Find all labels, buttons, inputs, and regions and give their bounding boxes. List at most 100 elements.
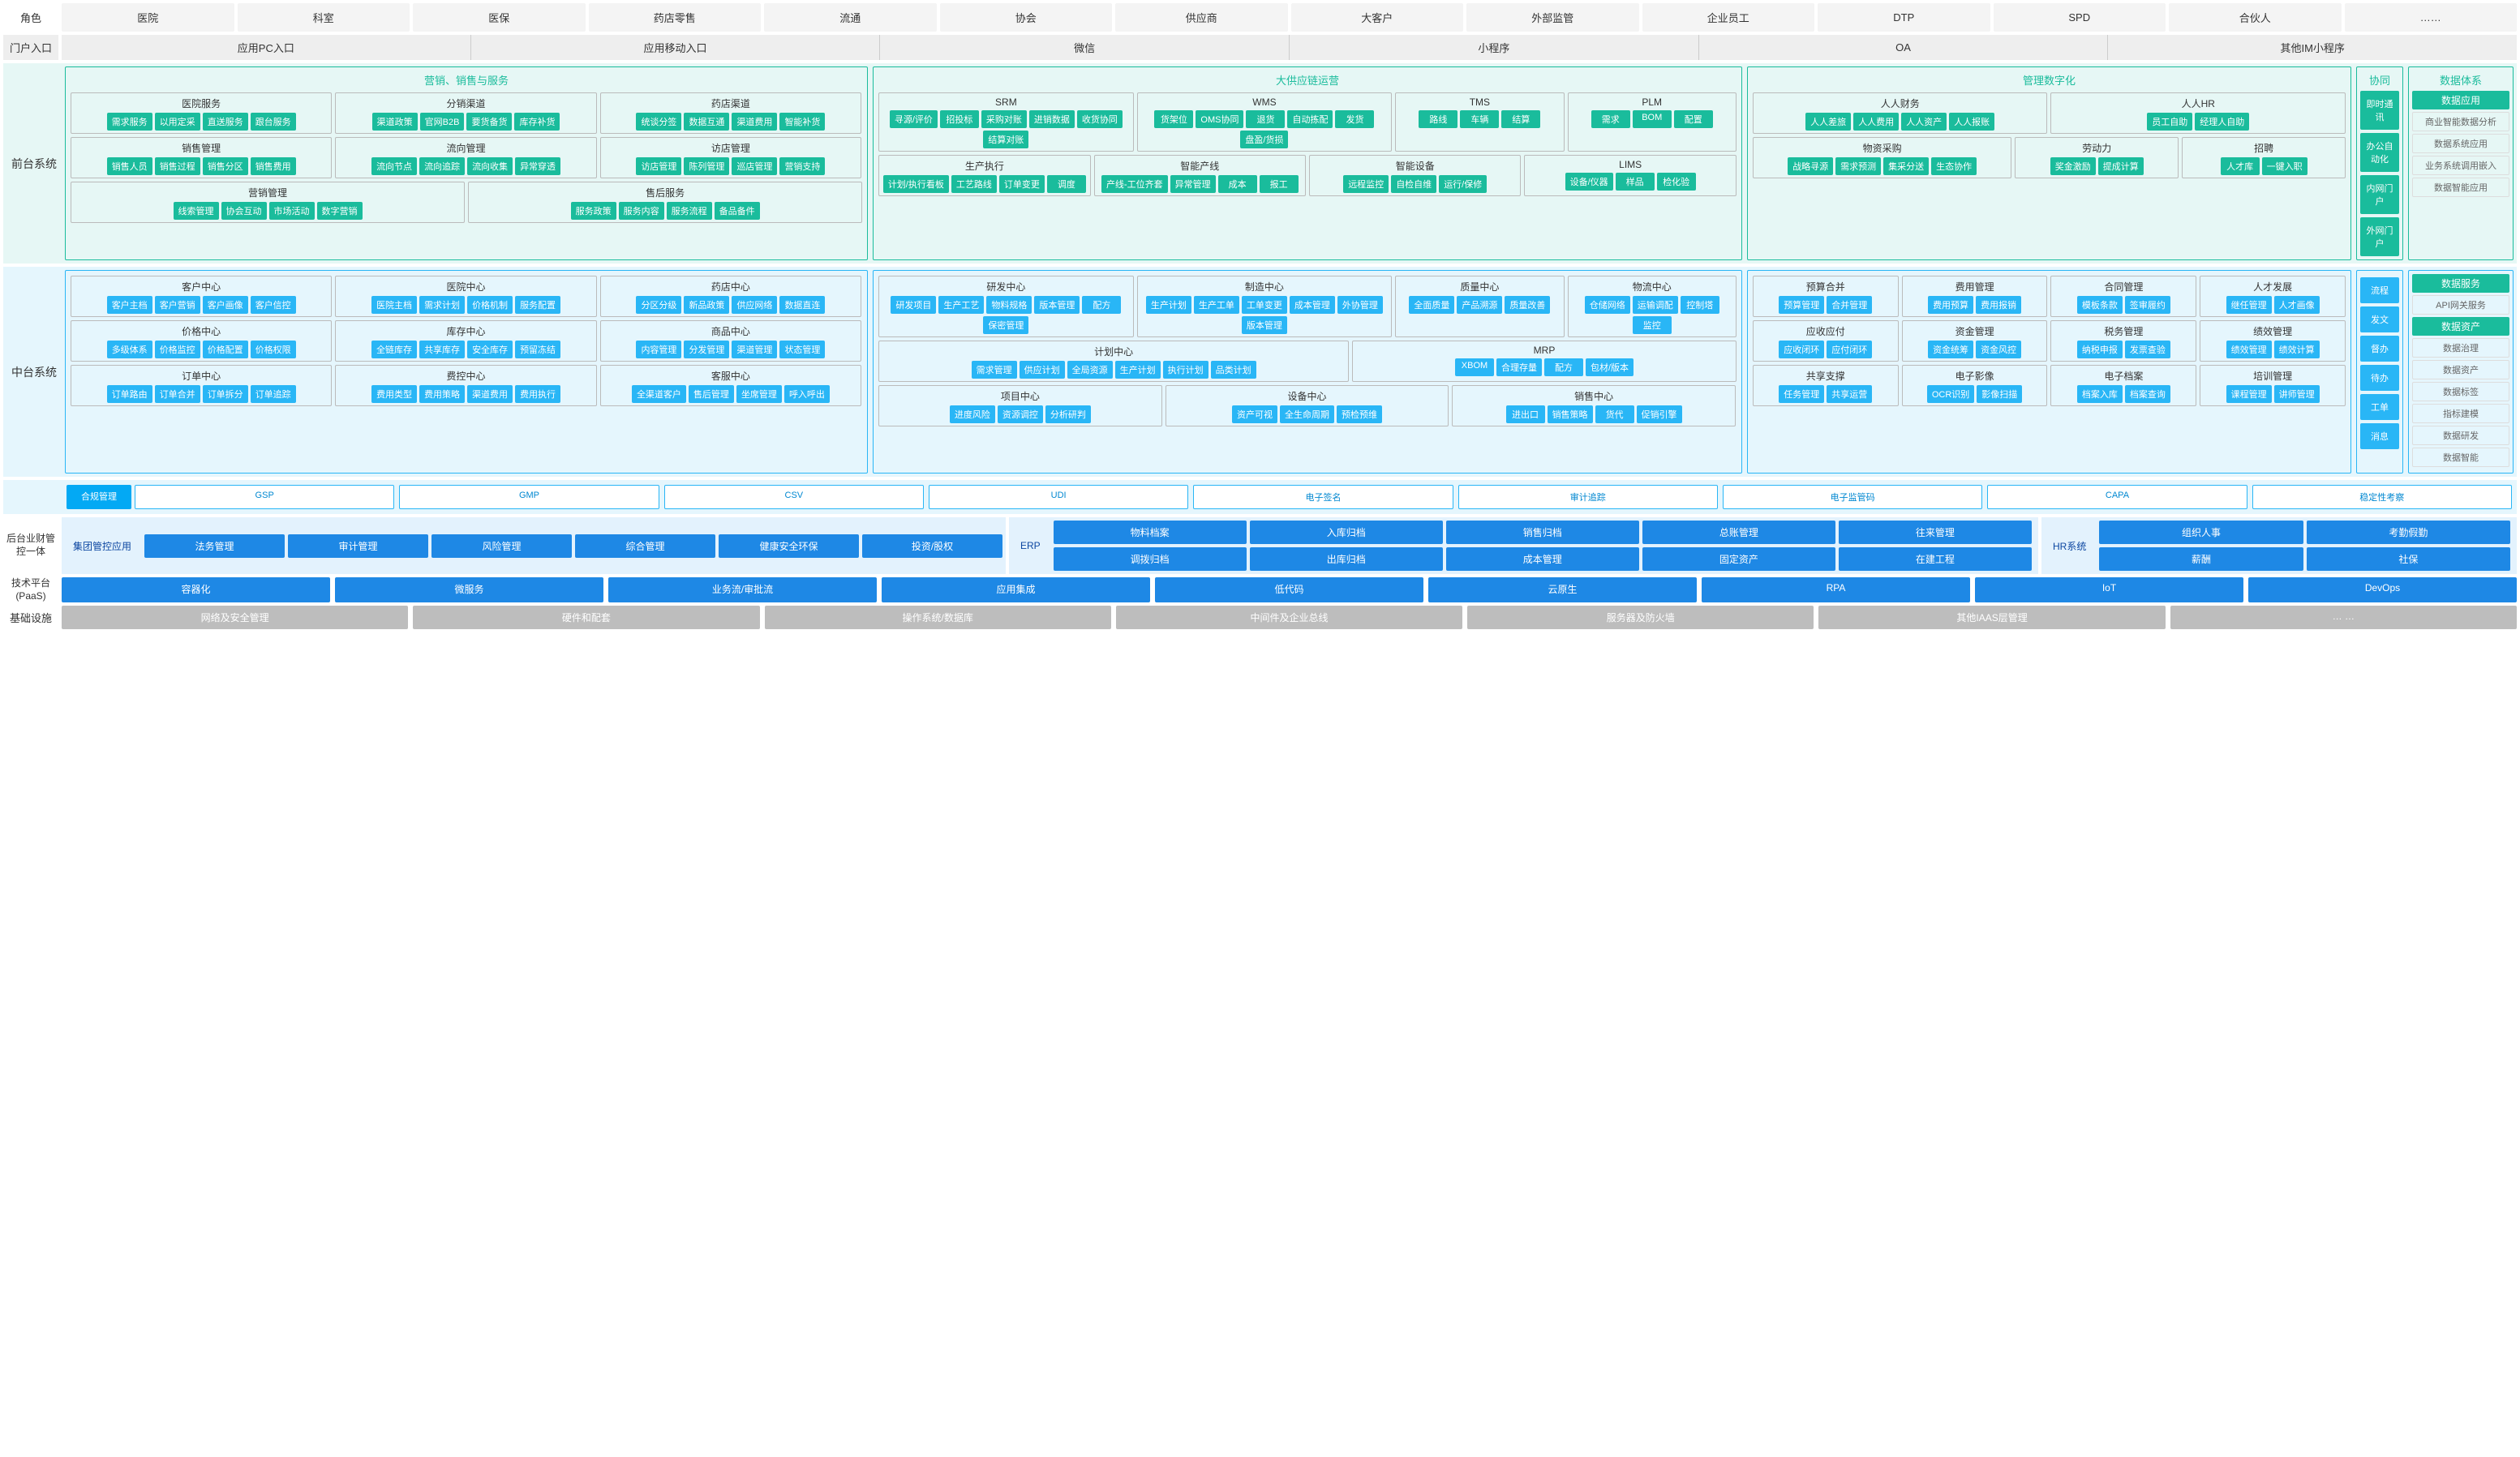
paas-tag[interactable]: RPA bbox=[1702, 577, 1970, 602]
module-tag[interactable]: 巡店管理 bbox=[732, 157, 777, 175]
compliance-item[interactable]: 审计追踪 bbox=[1458, 485, 1718, 509]
side-tag[interactable]: 督办 bbox=[2360, 336, 2399, 362]
module-tag[interactable]: 配置 bbox=[1674, 110, 1713, 128]
module-tag[interactable]: 费用执行 bbox=[515, 385, 560, 403]
module-tag[interactable]: 生产工单 bbox=[1194, 296, 1239, 314]
module-tag[interactable]: 异常管理 bbox=[1170, 175, 1216, 193]
back-tag[interactable]: 薪酬 bbox=[2099, 547, 2303, 571]
module-tag[interactable]: 产线-工位齐套 bbox=[1101, 175, 1168, 193]
module-tag[interactable]: 流向收集 bbox=[467, 157, 513, 175]
side-tag[interactable]: 消息 bbox=[2360, 423, 2399, 449]
module-tag[interactable]: 经理人自助 bbox=[2195, 113, 2249, 131]
module-tag[interactable]: 结算对账 bbox=[983, 131, 1028, 148]
module-tag[interactable]: 统谈分签 bbox=[636, 113, 681, 131]
module-tag[interactable]: 价格权限 bbox=[251, 341, 296, 358]
module-tag[interactable]: 路线 bbox=[1419, 110, 1457, 128]
module-tag[interactable]: 资源调控 bbox=[998, 405, 1043, 423]
compliance-item[interactable]: GMP bbox=[399, 485, 659, 509]
module-tag[interactable]: 促销引擎 bbox=[1637, 405, 1682, 423]
module-tag[interactable]: 结算 bbox=[1501, 110, 1540, 128]
module-tag[interactable]: 全渠道客户 bbox=[632, 385, 686, 403]
side-tag[interactable]: 即时通讯 bbox=[2360, 91, 2399, 130]
compliance-item[interactable]: CSV bbox=[664, 485, 924, 509]
back-tag[interactable]: 物料档案 bbox=[1054, 521, 1247, 544]
module-tag[interactable]: 人才画像 bbox=[2274, 296, 2320, 314]
module-tag[interactable]: 货架位 bbox=[1154, 110, 1193, 128]
module-tag[interactable]: 销售策略 bbox=[1548, 405, 1593, 423]
module-tag[interactable]: 预留冻结 bbox=[515, 341, 560, 358]
module-tag[interactable]: 以用定采 bbox=[155, 113, 200, 131]
module-tag[interactable]: 成本 bbox=[1218, 175, 1257, 193]
module-tag[interactable]: 绩效管理 bbox=[2226, 341, 2272, 358]
module-tag[interactable]: 销售分区 bbox=[203, 157, 248, 175]
side-tag[interactable]: 工单 bbox=[2360, 394, 2399, 420]
module-tag[interactable]: 配方 bbox=[1082, 296, 1121, 314]
module-tag[interactable]: 版本管理 bbox=[1242, 316, 1287, 334]
paas-tag[interactable]: 云原生 bbox=[1428, 577, 1697, 602]
module-tag[interactable]: 数据互通 bbox=[684, 113, 729, 131]
module-tag[interactable]: 调度 bbox=[1047, 175, 1086, 193]
module-tag[interactable]: 备品备件 bbox=[715, 202, 760, 220]
paas-tag[interactable]: 应用集成 bbox=[882, 577, 1150, 602]
module-tag[interactable]: 资金风控 bbox=[1976, 341, 2021, 358]
module-tag[interactable]: 质量改善 bbox=[1505, 296, 1550, 314]
module-tag[interactable]: 研发项目 bbox=[891, 296, 936, 314]
module-tag[interactable]: 共享库存 bbox=[419, 341, 465, 358]
module-tag[interactable]: 医院主档 bbox=[371, 296, 417, 314]
module-tag[interactable]: 安全库存 bbox=[467, 341, 513, 358]
back-tag[interactable]: 组织人事 bbox=[2099, 521, 2303, 544]
module-tag[interactable]: 流向追踪 bbox=[419, 157, 465, 175]
module-tag[interactable]: 需求服务 bbox=[107, 113, 152, 131]
module-tag[interactable]: 运输调配 bbox=[1633, 296, 1678, 314]
module-tag[interactable]: 共享运营 bbox=[1827, 385, 1872, 403]
module-tag[interactable]: 需求 bbox=[1591, 110, 1630, 128]
module-tag[interactable]: OCR识别 bbox=[1927, 385, 1974, 403]
module-tag[interactable]: 生产计划 bbox=[1146, 296, 1191, 314]
paas-tag[interactable]: 低代码 bbox=[1155, 577, 1423, 602]
module-tag[interactable]: 多级体系 bbox=[107, 341, 152, 358]
module-tag[interactable]: 外协管理 bbox=[1337, 296, 1383, 314]
paas-tag[interactable]: IoT bbox=[1975, 577, 2243, 602]
module-tag[interactable]: 全局资源 bbox=[1067, 361, 1113, 379]
module-tag[interactable]: 直送服务 bbox=[203, 113, 248, 131]
back-tag[interactable]: 投资/股权 bbox=[862, 534, 1002, 558]
module-tag[interactable]: 工单变更 bbox=[1242, 296, 1287, 314]
module-tag[interactable]: 价格机制 bbox=[467, 296, 513, 314]
module-tag[interactable]: 战略寻源 bbox=[1788, 157, 1833, 175]
module-tag[interactable]: 线索管理 bbox=[174, 202, 219, 220]
back-tag[interactable]: 总账管理 bbox=[1642, 521, 1835, 544]
module-tag[interactable]: 价格配置 bbox=[203, 341, 248, 358]
module-tag[interactable]: 销售过程 bbox=[155, 157, 200, 175]
module-tag[interactable]: 模板条款 bbox=[2077, 296, 2123, 314]
module-tag[interactable]: 合理存量 bbox=[1496, 358, 1542, 376]
module-tag[interactable]: 远程监控 bbox=[1343, 175, 1389, 193]
module-tag[interactable]: 流向节点 bbox=[371, 157, 417, 175]
side-tag[interactable]: 流程 bbox=[2360, 277, 2399, 303]
module-tag[interactable]: 人人费用 bbox=[1853, 113, 1899, 131]
back-tag[interactable]: 入库归档 bbox=[1250, 521, 1443, 544]
module-tag[interactable]: OMS协同 bbox=[1196, 110, 1243, 128]
module-tag[interactable]: 服务政策 bbox=[571, 202, 616, 220]
module-tag[interactable]: 签审履约 bbox=[2125, 296, 2170, 314]
module-tag[interactable]: 官网B2B bbox=[420, 113, 465, 131]
module-tag[interactable]: 渠道管理 bbox=[732, 341, 777, 358]
module-tag[interactable]: 销售费用 bbox=[251, 157, 296, 175]
module-tag[interactable]: 人人报账 bbox=[1949, 113, 1994, 131]
module-tag[interactable]: 工艺路线 bbox=[951, 175, 997, 193]
module-tag[interactable]: 全面质量 bbox=[1409, 296, 1454, 314]
module-tag[interactable]: 产品溯源 bbox=[1457, 296, 1502, 314]
module-tag[interactable]: 档案查询 bbox=[2125, 385, 2170, 403]
module-tag[interactable]: 访店管理 bbox=[636, 157, 681, 175]
module-tag[interactable]: 成本管理 bbox=[1290, 296, 1335, 314]
compliance-item[interactable]: UDI bbox=[929, 485, 1188, 509]
module-tag[interactable]: 呼入呼出 bbox=[784, 385, 830, 403]
module-tag[interactable]: 价格监控 bbox=[155, 341, 200, 358]
module-tag[interactable]: 员工自助 bbox=[2147, 113, 2192, 131]
side-tag[interactable]: 待办 bbox=[2360, 365, 2399, 391]
module-tag[interactable]: 订单追踪 bbox=[251, 385, 296, 403]
module-tag[interactable]: 生产工艺 bbox=[938, 296, 984, 314]
module-tag[interactable]: 合并管理 bbox=[1827, 296, 1872, 314]
module-tag[interactable]: 渠道费用 bbox=[467, 385, 513, 403]
module-tag[interactable]: 库存补货 bbox=[514, 113, 560, 131]
module-tag[interactable]: 控制塔 bbox=[1681, 296, 1719, 314]
